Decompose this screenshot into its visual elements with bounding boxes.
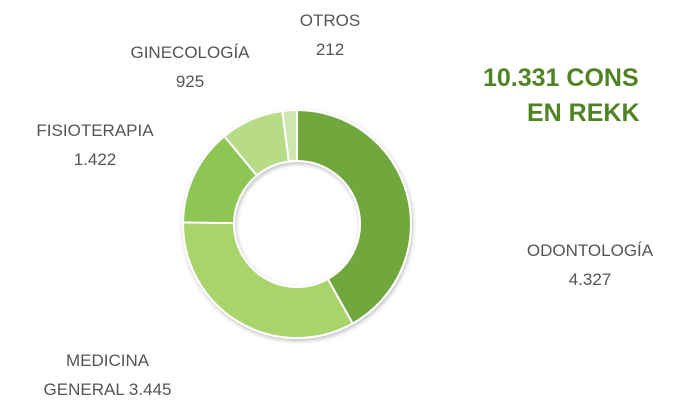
data-label: MEDICINA GENERAL 3.445 xyxy=(40,346,175,404)
category-label: ODONTOLOGÍA xyxy=(526,241,654,260)
category-label: GINECOLOGÍA xyxy=(130,43,250,62)
category-label: FISIOTERAPIA xyxy=(36,121,154,140)
data-label: GINECOLOGÍA 925 xyxy=(110,38,270,96)
value-label: 4.327 xyxy=(568,270,612,289)
category-label: MEDICINA GENERAL xyxy=(43,351,150,399)
value-label: 3.445 xyxy=(128,380,172,399)
value-label: 1.422 xyxy=(73,150,117,169)
category-label: OTROS xyxy=(299,11,361,30)
donut-slice xyxy=(182,221,355,339)
data-label: ODONTOLOGÍA 4.327 xyxy=(520,236,660,294)
value-label: 212 xyxy=(315,40,345,59)
value-label: 925 xyxy=(175,72,205,91)
data-label: OTROS 212 xyxy=(280,6,380,64)
title: 10.331 CONS xyxy=(483,64,639,92)
title: EN REKK xyxy=(527,99,640,127)
donut-slice xyxy=(296,108,412,325)
donut-slice xyxy=(281,108,298,163)
data-label: FISIOTERAPIA 1.422 xyxy=(20,116,170,174)
